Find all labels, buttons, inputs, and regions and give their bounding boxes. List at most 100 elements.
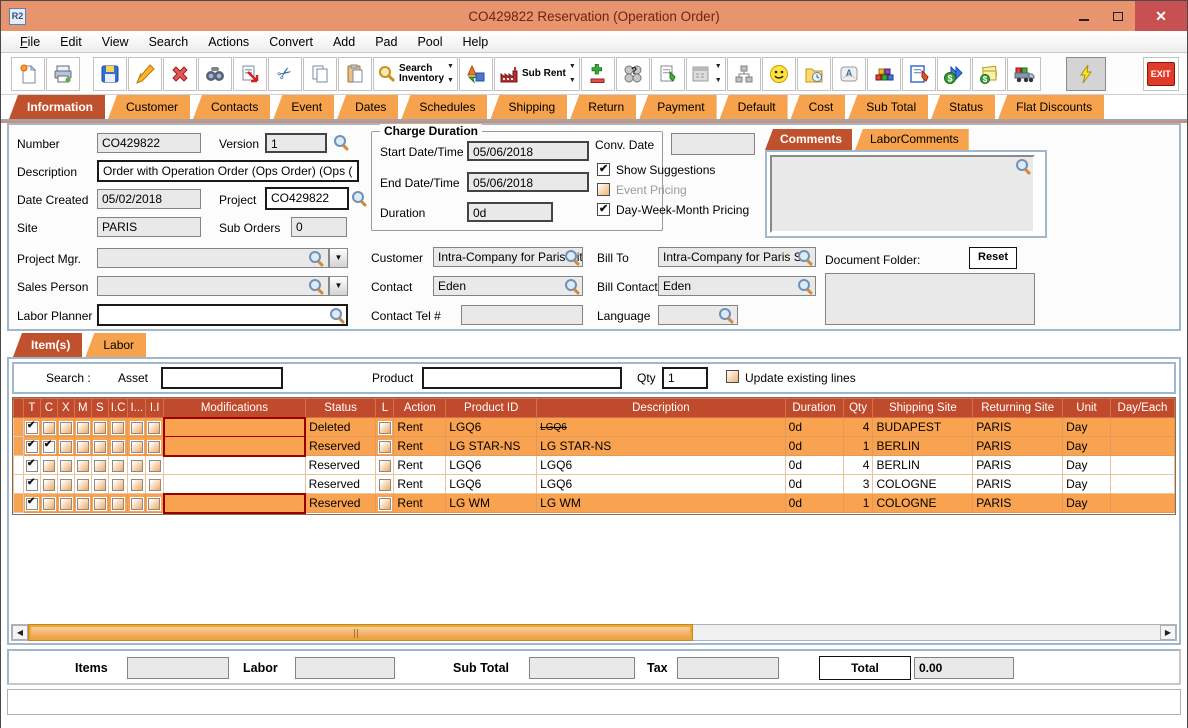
- shipping-site-cell[interactable]: BERLIN: [872, 436, 974, 456]
- qty-cell[interactable]: 1: [842, 436, 874, 456]
- col-status[interactable]: Status: [304, 398, 377, 418]
- action-cell[interactable]: Rent: [393, 455, 447, 475]
- menu-edit[interactable]: Edit: [60, 34, 82, 49]
- item-row[interactable]: Reserved Rent LG WM LG WM 0d 1 COLOGNE P…: [13, 492, 1175, 514]
- item-row[interactable]: Deleted Rent LGQ6 LGQ6 0d 4 BUDAPEST PAR…: [13, 416, 1175, 437]
- duration-cell[interactable]: 0d: [784, 493, 844, 513]
- maximize-button[interactable]: [1101, 1, 1135, 31]
- s-checkbox[interactable]: [92, 420, 107, 435]
- l-checkbox[interactable]: [377, 458, 392, 473]
- modifications-cell[interactable]: [162, 416, 307, 437]
- sub-rent-button[interactable]: Sub Rent ▼ ▼: [493, 56, 580, 91]
- unit-cell[interactable]: Day: [1062, 436, 1111, 456]
- m-checkbox[interactable]: [75, 496, 90, 511]
- invoice-notes-button[interactable]: $: [971, 56, 1006, 91]
- unit-cell[interactable]: Day: [1062, 417, 1111, 437]
- add-remove-button[interactable]: [580, 56, 615, 91]
- ic-checkbox[interactable]: [111, 477, 126, 492]
- sales-person-search-icon[interactable]: [309, 279, 324, 294]
- day-each-cell[interactable]: [1109, 455, 1175, 475]
- shipping-site-cell[interactable]: COLOGNE: [872, 493, 974, 513]
- l-checkbox[interactable]: [377, 439, 392, 454]
- tab-items[interactable]: Item(s): [13, 333, 83, 357]
- l-checkbox[interactable]: [377, 496, 392, 511]
- update-existing-lines-checkbox[interactable]: [726, 370, 739, 383]
- language-field[interactable]: [658, 305, 738, 325]
- total-button[interactable]: Total: [819, 656, 911, 680]
- day-each-cell[interactable]: [1109, 474, 1175, 494]
- status-cell[interactable]: Reserved: [304, 474, 377, 494]
- tab-schedules[interactable]: Schedules: [401, 95, 488, 119]
- menu-pool[interactable]: Pool: [417, 34, 443, 49]
- minimize-button[interactable]: [1067, 1, 1101, 31]
- col-m[interactable]: M: [73, 398, 92, 418]
- t-checkbox[interactable]: [24, 420, 39, 435]
- qty-cell[interactable]: 3: [842, 474, 874, 494]
- returning-site-cell[interactable]: PARIS: [972, 474, 1064, 494]
- id-checkbox[interactable]: [129, 477, 144, 492]
- close-button[interactable]: ✕: [1135, 1, 1187, 31]
- export-document-button[interactable]: [233, 56, 267, 91]
- project-search-icon[interactable]: [352, 191, 367, 206]
- labor-planner-search-icon[interactable]: [330, 308, 345, 323]
- t-checkbox[interactable]: [24, 458, 39, 473]
- tab-contacts[interactable]: Contacts: [193, 95, 271, 119]
- shipping-site-cell[interactable]: BERLIN: [872, 455, 974, 475]
- menu-actions[interactable]: Actions: [208, 34, 250, 49]
- new-document-button[interactable]: [11, 56, 45, 91]
- description-cell[interactable]: LGQ6: [536, 417, 786, 437]
- product-id-cell[interactable]: LGQ6: [445, 455, 538, 475]
- ic-checkbox[interactable]: [111, 496, 126, 511]
- reset-button[interactable]: Reset: [969, 247, 1017, 269]
- inventory-blocks-button[interactable]: [866, 56, 901, 91]
- s-checkbox[interactable]: [92, 439, 107, 454]
- quick-action-button[interactable]: [1065, 56, 1106, 91]
- tab-flat-discounts[interactable]: Flat Discounts: [998, 95, 1105, 119]
- m-checkbox[interactable]: [75, 439, 90, 454]
- modifications-cell[interactable]: [163, 474, 306, 494]
- ii-checkbox[interactable]: [147, 496, 162, 511]
- product-id-cell[interactable]: LG WM: [445, 493, 538, 513]
- ii-checkbox[interactable]: [147, 439, 162, 454]
- payment-forward-button[interactable]: $: [936, 56, 971, 91]
- scrollbar-thumb[interactable]: [27, 624, 694, 641]
- col-duration[interactable]: Duration: [784, 398, 844, 418]
- search-inventory-dropdown[interactable]: ▼ ▼: [447, 62, 454, 84]
- shipping-truck-button[interactable]: [1006, 56, 1041, 91]
- tab-labor-comments[interactable]: LaborComments: [855, 129, 969, 150]
- col-c[interactable]: C: [39, 398, 58, 418]
- date-created-field[interactable]: 05/02/2018: [97, 189, 201, 209]
- c-checkbox[interactable]: [41, 420, 56, 435]
- cut-button[interactable]: ✂: [268, 56, 302, 91]
- returning-site-cell[interactable]: PARIS: [972, 493, 1064, 513]
- col-modifications[interactable]: Modifications: [163, 398, 306, 418]
- number-field[interactable]: CO429822: [97, 133, 201, 153]
- x-checkbox[interactable]: [58, 496, 73, 511]
- customer-field[interactable]: Intra-Company for Paris Sit: [433, 247, 583, 267]
- asset-input[interactable]: [161, 367, 283, 389]
- duration-cell[interactable]: 0d: [784, 436, 844, 456]
- description-field[interactable]: Order with Operation Order (Ops Order) (…: [97, 160, 359, 182]
- menu-search[interactable]: Search: [148, 34, 189, 49]
- m-checkbox[interactable]: [75, 420, 90, 435]
- status-cell[interactable]: Reserved: [304, 455, 377, 475]
- day-each-cell[interactable]: [1109, 493, 1175, 513]
- paste-button[interactable]: [338, 56, 372, 91]
- bill-contact-field[interactable]: Eden: [658, 276, 816, 296]
- modifications-cell[interactable]: [162, 492, 307, 514]
- col-day-each[interactable]: Day/Each: [1109, 398, 1175, 418]
- col-qty[interactable]: Qty: [842, 398, 874, 418]
- qty-cell[interactable]: 4: [842, 417, 874, 437]
- col-l[interactable]: L: [375, 398, 395, 418]
- col-ic[interactable]: I.C: [107, 398, 129, 418]
- l-checkbox[interactable]: [377, 420, 392, 435]
- product-id-cell[interactable]: LG STAR-NS: [445, 436, 538, 456]
- t-checkbox[interactable]: [24, 439, 39, 454]
- tab-shipping[interactable]: Shipping: [490, 95, 568, 119]
- product-id-cell[interactable]: LGQ6: [445, 474, 538, 494]
- ic-checkbox[interactable]: [111, 458, 126, 473]
- tab-customer[interactable]: Customer: [108, 95, 191, 119]
- product-id-cell[interactable]: LGQ6: [445, 417, 538, 437]
- ii-checkbox[interactable]: [147, 420, 162, 435]
- keyboard-button[interactable]: A: [831, 56, 866, 91]
